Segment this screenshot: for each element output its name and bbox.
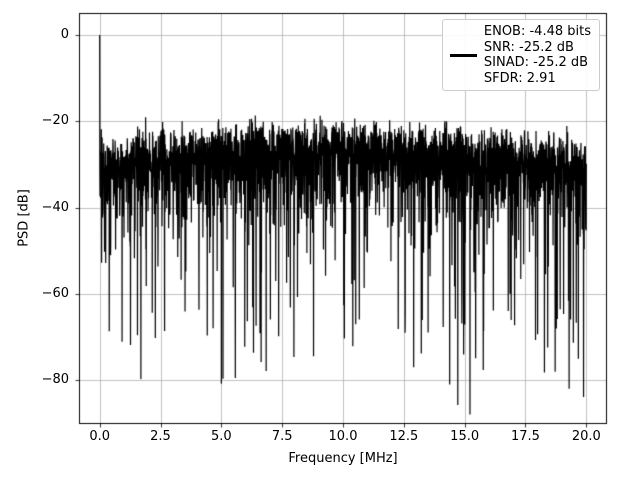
y-tick-label: −80 [41, 372, 69, 387]
x-tick-label: 0.0 [89, 429, 111, 444]
y-tick-label: −40 [41, 199, 69, 215]
x-tick-label: 10.0 [328, 429, 358, 444]
y-tick-label: −60 [41, 285, 69, 301]
x-tick-label: 2.5 [150, 429, 171, 444]
x-tick-label: 5.0 [210, 429, 232, 444]
x-tick-label: 17.5 [511, 429, 540, 444]
y-tick-label: −20 [41, 113, 69, 129]
legend-line-sample [449, 53, 477, 57]
x-tick-label: 12.5 [389, 429, 419, 444]
legend-entries: ENOB: -4.48 bits SNR: -25.2 dB SINAD: -2… [484, 24, 591, 86]
x-tick-label: 7.5 [271, 429, 293, 444]
legend-entry-sfdr: SFDR: 2.91 [483, 70, 556, 86]
x-axis-label: Frequency [MHz] [288, 451, 398, 466]
legend: ENOB: -4.48 bits SNR: -25.2 dB SINAD: -2… [441, 19, 600, 91]
y-tick-label: 0 [60, 26, 69, 42]
legend-entry-enob: ENOB: -4.48 bits [483, 24, 591, 39]
legend-entry-sinad: SINAD: -25.2 dB [483, 55, 589, 70]
y-axis-label: PSD [dB] [16, 189, 32, 247]
legend-entry-snr: SNR: -25.2 dB [483, 39, 574, 55]
x-tick-label: 20.0 [571, 429, 601, 444]
x-tick-label: 15.0 [450, 429, 480, 444]
